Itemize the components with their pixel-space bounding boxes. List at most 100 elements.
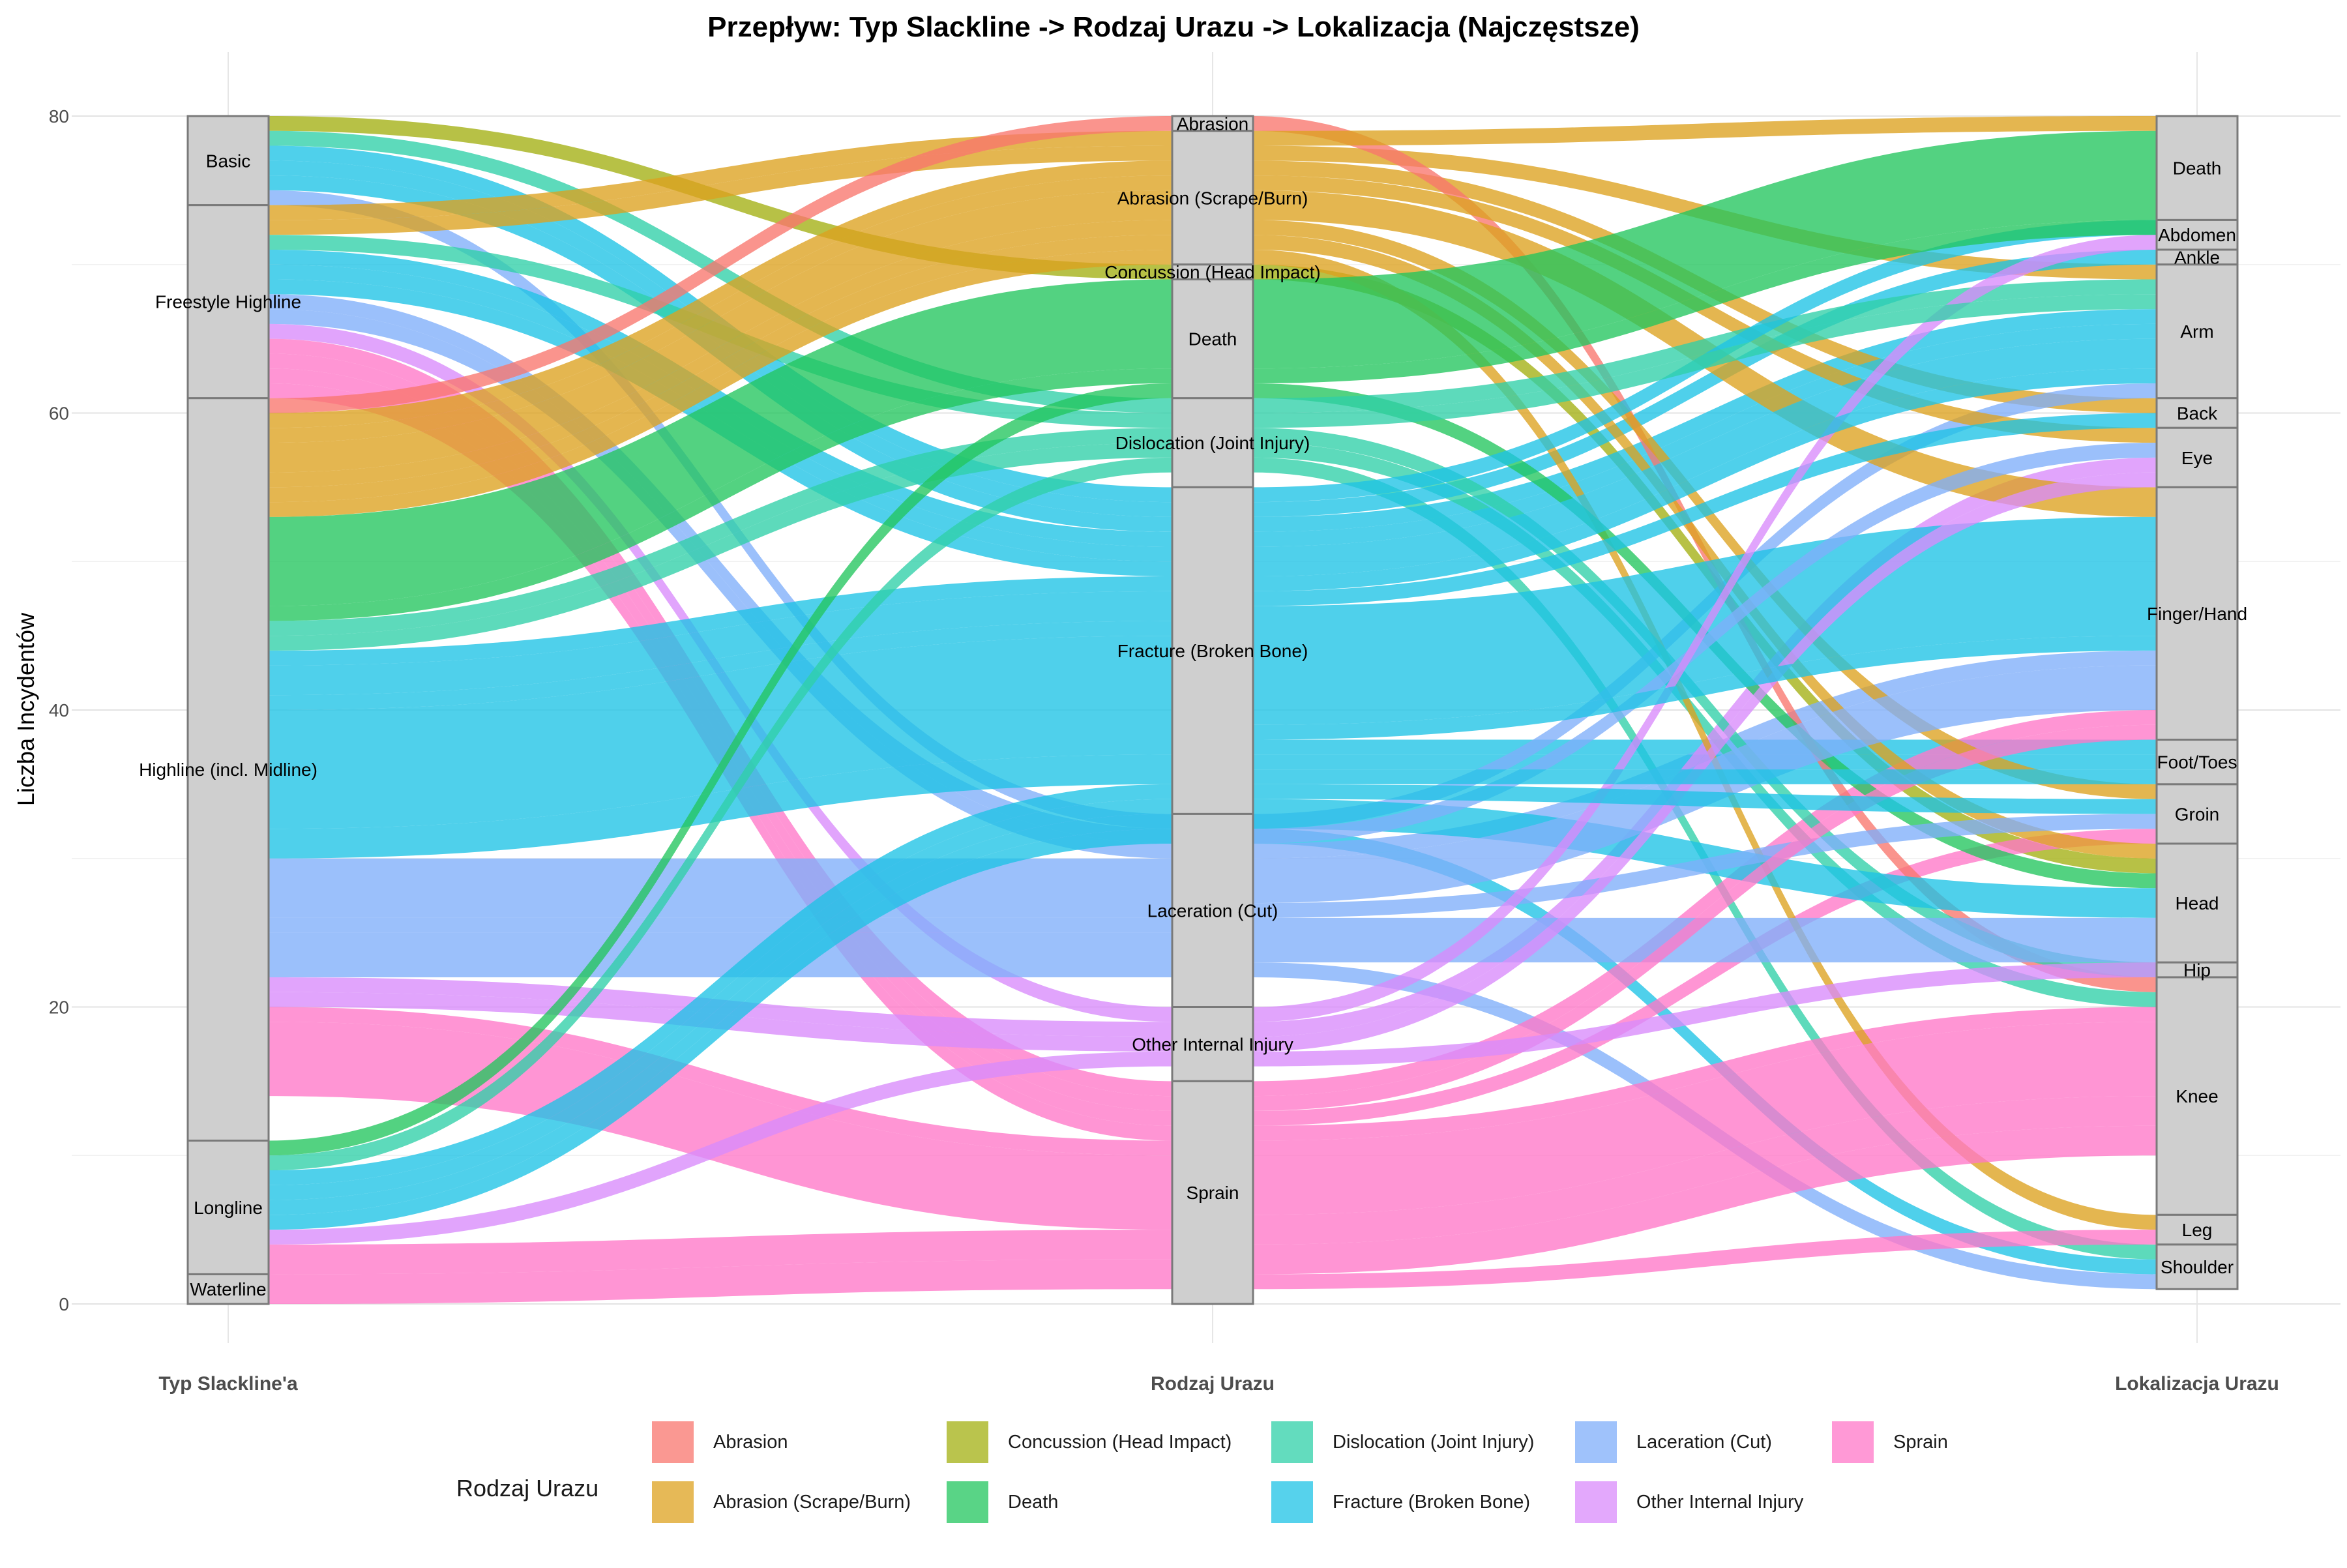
stratum-box-sprain xyxy=(1171,1080,1254,1305)
legend-title: Rodzaj Urazu xyxy=(456,1475,599,1501)
flow-ribbon-dislocation-joint-injury xyxy=(269,457,1172,1171)
legend-item-fracture-broken-bone: Fracture (Broken Bone) xyxy=(1271,1481,1530,1523)
stratum-label: Finger/Hand xyxy=(2147,604,2247,624)
legend-key xyxy=(947,1481,988,1523)
y-tick-label: 40 xyxy=(49,700,69,720)
stratum-box-eye xyxy=(2155,426,2239,488)
stratum-label: Hip xyxy=(2183,960,2211,981)
stratum-label: Basic xyxy=(206,151,250,171)
flow-ribbon-fracture-broken-bone xyxy=(269,784,1172,1185)
flow-ribbon-fracture-broken-bone xyxy=(269,621,1172,710)
stratum-label: Groin xyxy=(2175,804,2219,824)
stratum-label: Leg xyxy=(2182,1220,2213,1240)
flow-ribbon-sprain xyxy=(1253,1230,2157,1290)
legend-item-laceration-cut: Laceration (Cut) xyxy=(1575,1421,1772,1463)
flow-ribbon-sprain xyxy=(1253,1007,2157,1141)
stratum-label: Laceration (Cut) xyxy=(1147,900,1278,921)
legend-label: Abrasion (Scrape/Burn) xyxy=(713,1491,911,1513)
flow-ribbon-laceration-cut xyxy=(269,858,1172,874)
flow-ribbon-abrasion-scrape-burn xyxy=(269,249,1172,517)
flow-ribbon-fracture-broken-bone xyxy=(269,249,1172,547)
legend-key xyxy=(652,1481,694,1523)
stratum-label: Death xyxy=(1188,329,1237,349)
flow-ribbon-abrasion-scrape-burn xyxy=(269,175,1172,443)
legend-key xyxy=(652,1421,694,1463)
stratum-label: Eye xyxy=(2181,448,2213,468)
stratum-label: Abdomen xyxy=(2158,225,2236,245)
legend-label: Dislocation (Joint Injury) xyxy=(1333,1431,1535,1453)
y-tick-label: 20 xyxy=(49,998,69,1018)
legend-label: Abrasion xyxy=(713,1431,788,1453)
flow-ribbon-abrasion-scrape-burn xyxy=(269,220,1172,488)
flow-ribbon-fracture-broken-bone xyxy=(1253,249,2157,517)
flow-ribbon-abrasion-scrape-burn xyxy=(1253,116,2157,146)
flow-ribbon-fracture-broken-bone xyxy=(1253,769,2157,784)
legend: Rodzaj Urazu Abrasion Abrasion (Scrape/Bu… xyxy=(456,1421,1956,1552)
stratum-label: Death xyxy=(2173,158,2222,179)
flow-ribbon-other-internal-injury xyxy=(1253,235,2157,1022)
flow-ribbon-laceration-cut xyxy=(269,309,1172,859)
flow-ribbon-fracture-broken-bone xyxy=(269,829,1172,1230)
flow-ribbon-fracture-broken-bone xyxy=(1253,829,2157,1275)
flow-ribbon-sprain xyxy=(1253,829,2157,1126)
legend-label: Death xyxy=(1008,1491,1059,1513)
legend-key xyxy=(1575,1421,1617,1463)
stratum-box-waterline xyxy=(186,1273,270,1305)
stratum-box-death xyxy=(2155,115,2239,221)
flow-ribbon-abrasion-scrape-burn xyxy=(269,145,1172,235)
flow-ribbon-sprain xyxy=(1253,1096,2157,1245)
flow-ribbon-fracture-broken-bone xyxy=(269,591,1172,696)
flow-ribbon-fracture-broken-bone xyxy=(1253,636,2157,740)
legend-key xyxy=(1832,1421,1874,1463)
stratum-label: Fracture (Broken Bone) xyxy=(1117,641,1308,661)
stratum-label: Concussion (Head Impact) xyxy=(1104,262,1320,282)
flow-ribbon-laceration-cut xyxy=(1253,814,2157,918)
stratum-box-other-internal-injury xyxy=(1171,1006,1254,1082)
legend-label: Fracture (Broken Bone) xyxy=(1333,1491,1531,1513)
flow-ribbon-sprain xyxy=(1253,1022,2157,1215)
flow-ribbon-abrasion xyxy=(269,116,1172,413)
stratum-label: Foot/Toes xyxy=(2157,752,2237,773)
stratum-box-abrasion-scrape-burn xyxy=(1171,130,1254,266)
flow-ribbon-sprain xyxy=(269,1230,1172,1275)
stratum-label: Sprain xyxy=(1187,1183,1239,1203)
flow-ribbon-laceration-cut xyxy=(1253,443,2157,844)
stratum-box-dislocation-joint-injury xyxy=(1171,397,1254,488)
flow-ribbon-death xyxy=(269,368,1172,621)
flow-ribbon-sprain xyxy=(1253,710,2157,1097)
stratum-box-shoulder xyxy=(2155,1243,2239,1290)
flow-ribbon-fracture-broken-bone xyxy=(269,799,1172,1200)
stratum-box-foot-toes xyxy=(2155,739,2239,786)
x-axis-label: Lokalizacja Urazu xyxy=(2115,1373,2279,1395)
stratum-label: Arm xyxy=(2180,321,2213,342)
flow-ribbon-abrasion-scrape-burn xyxy=(269,160,1172,428)
stratum-label: Knee xyxy=(2176,1086,2218,1106)
stratum-box-knee xyxy=(2155,976,2239,1216)
flow-ribbon-other-internal-injury xyxy=(1253,962,2157,1067)
legend-label: Concussion (Head Impact) xyxy=(1008,1431,1232,1453)
stratum-box-arm xyxy=(2155,263,2239,400)
flow-ribbon-abrasion-scrape-burn xyxy=(269,235,1172,503)
flow-ribbon-dislocation-joint-injury xyxy=(1253,428,2157,977)
flow-ribbon-abrasion-scrape-burn xyxy=(1253,235,2157,859)
flow-ribbon-dislocation-joint-injury xyxy=(1253,443,2157,1007)
stratum-nodes: Basic Freestyle Highline Highline (incl. M… xyxy=(139,113,2247,1305)
legend-item-sprain: Sprain xyxy=(1832,1421,1948,1463)
flow-ribbon-dislocation-joint-injury xyxy=(1253,294,2157,428)
y-tick-label: 80 xyxy=(49,106,69,126)
flow-ribbon-sprain xyxy=(1253,1125,2157,1275)
flow-ribbon-laceration-cut xyxy=(269,190,1172,829)
stratum-box-longline xyxy=(186,1139,270,1275)
flow-ribbon-laceration-cut xyxy=(269,932,1172,977)
flow-ribbon-concussion-head-impact xyxy=(269,116,1172,280)
x-axis-label: Typ Slackline'a xyxy=(158,1373,298,1395)
stratum-box-head xyxy=(2155,842,2239,964)
x-axis-label: Rodzaj Urazu xyxy=(1151,1373,1275,1395)
legend-item-dislocation-joint-injury: Dislocation (Joint Injury) xyxy=(1271,1421,1534,1463)
flow-ribbon-fracture-broken-bone xyxy=(269,814,1172,1215)
axes: 0 20 40 60 80 Typ Slackline'a Rodzaj Urazu Loka… xyxy=(49,106,2279,1395)
stratum-label: Other Internal Injury xyxy=(1132,1034,1293,1054)
flow-ribbon-fracture-broken-bone xyxy=(269,636,1172,829)
stratum-label: Head xyxy=(2176,893,2219,913)
